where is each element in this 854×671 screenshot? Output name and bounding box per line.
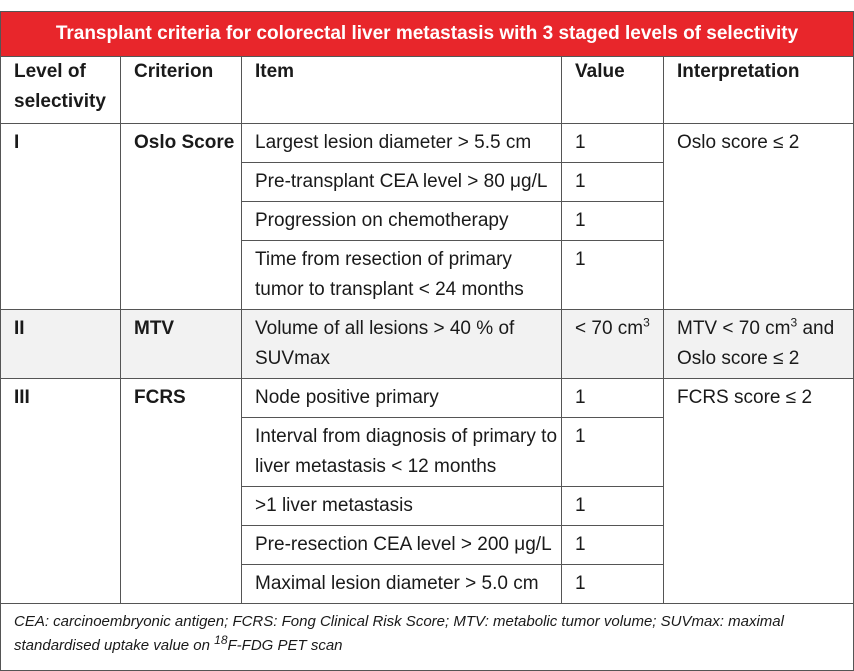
interpretation-text: MTV < 70 cm xyxy=(677,318,791,339)
value-cell: 1 xyxy=(561,486,664,526)
table-row: Pre-resection CEA level > 200 μg/L 1 xyxy=(1,525,854,565)
item-cell: Time from resection of primary tumor to … xyxy=(241,240,562,310)
value-text: < 70 cm xyxy=(575,318,644,339)
table-row: III FCRS Node positive primary 1 FCRS sc… xyxy=(0,378,854,604)
value-superscript: 3 xyxy=(643,315,650,330)
header-interpretation: Interpretation xyxy=(662,56,854,124)
item-cell: Pre-transplant CEA level > 80 μg/L xyxy=(241,162,562,202)
header-row: Level of selectivity Criterion Item Valu… xyxy=(0,56,854,124)
item-cell: Volume of all lesions > 40 % of SUVmax xyxy=(241,309,562,379)
footnote-superscript: 18 xyxy=(214,633,228,647)
transplant-criteria-table: Transplant criteria for colorectal liver… xyxy=(0,11,854,671)
value-cell: 1 xyxy=(561,378,664,418)
value-cell: 1 xyxy=(561,123,664,163)
value-cell: 1 xyxy=(561,201,664,241)
item-cell: Largest lesion diameter > 5.5 cm xyxy=(241,123,562,163)
level-cell: III xyxy=(0,378,121,604)
table-row: Maximal lesion diameter > 5.0 cm 1 xyxy=(1,564,854,604)
header-item: Item xyxy=(241,56,562,124)
item-cell: >1 liver metastasis xyxy=(241,486,562,526)
table-row: Time from resection of primary tumor to … xyxy=(1,240,854,310)
item-cell: Maximal lesion diameter > 5.0 cm xyxy=(241,564,562,604)
table-title: Transplant criteria for colorectal liver… xyxy=(0,11,854,57)
value-cell: < 70 cm3 xyxy=(561,309,664,379)
interpretation-cell: Oslo score ≤ 2 xyxy=(662,123,854,310)
criterion-cell: Oslo Score xyxy=(120,123,242,310)
item-cell: Progression on chemotherapy xyxy=(241,201,562,241)
level-cell: II xyxy=(0,309,121,379)
item-cell: Pre-resection CEA level > 200 μg/L xyxy=(241,525,562,565)
footnote: CEA: carcinoembryonic antigen; FCRS: Fon… xyxy=(0,603,854,671)
header-value: Value xyxy=(561,56,664,124)
interpretation-superscript: 3 xyxy=(790,315,798,330)
table-row: Pre-transplant CEA level > 80 μg/L 1 xyxy=(1,162,854,202)
item-cell: Interval from diagnosis of primary to li… xyxy=(241,417,562,487)
header-criterion: Criterion xyxy=(120,56,242,124)
header-level: Level of selectivity xyxy=(0,56,121,124)
table-row: II MTV Volume of all lesions > 40 % of S… xyxy=(0,309,854,379)
value-cell: 1 xyxy=(561,240,664,310)
criterion-cell: FCRS xyxy=(120,378,242,604)
level-cell: I xyxy=(0,123,121,310)
footnote-row: CEA: carcinoembryonic antigen; FCRS: Fon… xyxy=(0,603,854,671)
item-cell: Node positive primary xyxy=(241,378,562,418)
table-title-row: Transplant criteria for colorectal liver… xyxy=(0,11,854,57)
interpretation-cell: MTV < 70 cm3 and Oslo score ≤ 2 xyxy=(662,309,854,379)
footnote-suffix: F-FDG PET scan xyxy=(227,637,343,654)
value-cell: 1 xyxy=(561,417,664,487)
footnote-text: CEA: carcinoembryonic antigen; FCRS: Fon… xyxy=(14,613,784,654)
value-cell: 1 xyxy=(561,564,664,604)
table-row: I Oslo Score Largest lesion diameter > 5… xyxy=(0,123,854,310)
table-row: Progression on chemotherapy 1 xyxy=(1,201,854,241)
interpretation-suffix: and Oslo score ≤ 2 xyxy=(677,318,835,369)
table-row: Interval from diagnosis of primary to li… xyxy=(1,417,854,487)
interpretation-cell: FCRS score ≤ 2 xyxy=(662,378,854,604)
value-cell: 1 xyxy=(561,162,664,202)
criterion-cell: MTV xyxy=(120,309,242,379)
value-cell: 1 xyxy=(561,525,664,565)
